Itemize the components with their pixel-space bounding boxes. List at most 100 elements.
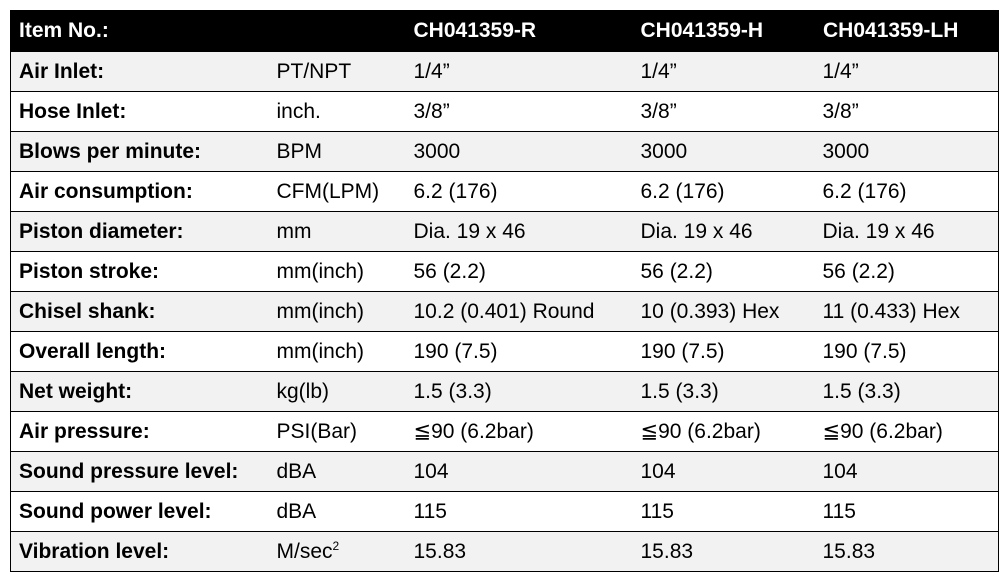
spec-unit-text: PSI(Bar) — [276, 420, 358, 443]
spec-label: Hose Inlet: — [10, 91, 269, 132]
spec-unit: dBA — [268, 451, 406, 492]
spec-value-model-3: 104 — [814, 451, 999, 492]
spec-value-model-3: 15.83 — [814, 531, 999, 572]
spec-value-model-1: 6.2 (176) — [405, 171, 633, 212]
spec-value-model-3: ≦90 (6.2bar) — [814, 411, 999, 452]
spec-label: Air consumption: — [10, 171, 269, 212]
spec-table-body: Air Inlet: PT/NPT 1/4” 1/4” 1/4” Hose Inlet: i… — [10, 51, 999, 572]
model-header-2: CH041359-H — [632, 10, 815, 52]
spec-value-model-3: 115 — [814, 491, 999, 532]
table-row: Net weight: kg(lb) 1.5 (3.3) 1.5 (3.3) 1.5 (… — [10, 371, 999, 412]
table-row: Vibration level: M/sec2 15.83 15.83 15.83 — [10, 531, 999, 572]
table-row: Piston stroke: mm(inch) 56 (2.2) 56 (2.2) 56… — [10, 251, 999, 292]
table-row: Chisel shank: mm(inch) 10.2 (0.401) Round 1… — [10, 291, 999, 332]
table-row: Sound pressure level: dBA 104 104 104 — [10, 451, 999, 492]
spec-unit-text: PT/NPT — [276, 60, 352, 83]
spec-value-model-2: 10 (0.393) Hex — [632, 291, 815, 332]
spec-value-model-3: 11 (0.433) Hex — [814, 291, 999, 332]
spec-value-model-1: 3000 — [405, 131, 633, 172]
spec-unit-text: inch. — [276, 100, 321, 123]
table-row: Air Inlet: PT/NPT 1/4” 1/4” 1/4” — [10, 51, 999, 92]
item-no-header: Item No.: — [10, 10, 269, 52]
spec-unit: kg(lb) — [268, 371, 406, 412]
spec-label: Air pressure: — [10, 411, 269, 452]
spec-label: Sound pressure level: — [10, 451, 269, 492]
table-row: Hose Inlet: inch. 3/8” 3/8” 3/8” — [10, 91, 999, 132]
spec-unit-text: mm(inch) — [276, 340, 365, 363]
spec-value-model-3: 3000 — [814, 131, 999, 172]
spec-value-model-2: 190 (7.5) — [632, 331, 815, 372]
spec-unit: PSI(Bar) — [268, 411, 406, 452]
spec-unit-text: kg(lb) — [276, 380, 330, 403]
spec-value-model-2: 3000 — [632, 131, 815, 172]
header-row: Item No.: CH041359-R CH041359-H CH041359… — [10, 10, 999, 52]
spec-unit: mm(inch) — [268, 291, 406, 332]
spec-value-model-2: 1/4” — [632, 51, 815, 92]
spec-value-model-1: 3/8” — [405, 91, 633, 132]
spec-unit-text: mm — [276, 220, 312, 243]
spec-value-model-3: 3/8” — [814, 91, 999, 132]
model-header-3: CH041359-LH — [814, 10, 999, 52]
spec-label: Chisel shank: — [10, 291, 269, 332]
spec-value-model-2: ≦90 (6.2bar) — [632, 411, 815, 452]
spec-table: Item No.: CH041359-R CH041359-H CH041359… — [10, 10, 999, 572]
spec-unit: BPM — [268, 131, 406, 172]
spec-label: Air Inlet: — [10, 51, 269, 92]
spec-value-model-2: 56 (2.2) — [632, 251, 815, 292]
spec-label: Blows per minute: — [10, 131, 269, 172]
spec-value-model-2: Dia. 19 x 46 — [632, 211, 815, 252]
spec-unit-superscript: 2 — [332, 539, 340, 553]
spec-unit: dBA — [268, 491, 406, 532]
spec-label: Overall length: — [10, 331, 269, 372]
spec-label: Piston stroke: — [10, 251, 269, 292]
spec-unit-text: CFM(LPM) — [276, 180, 380, 203]
spec-unit-text: dBA — [276, 460, 317, 483]
spec-unit: inch. — [268, 91, 406, 132]
spec-value-model-2: 6.2 (176) — [632, 171, 815, 212]
spec-value-model-3: 6.2 (176) — [814, 171, 999, 212]
spec-unit: mm — [268, 211, 406, 252]
spec-value-model-1: 10.2 (0.401) Round — [405, 291, 633, 332]
spec-unit: CFM(LPM) — [268, 171, 406, 212]
spec-unit: M/sec2 — [268, 531, 406, 572]
table-row: Piston diameter: mm Dia. 19 x 46 Dia. 19 x … — [10, 211, 999, 252]
spec-value-model-1: ≦90 (6.2bar) — [405, 411, 633, 452]
spec-unit-text: mm(inch) — [276, 300, 365, 323]
spec-value-model-1: 56 (2.2) — [405, 251, 633, 292]
spec-table-header: Item No.: CH041359-R CH041359-H CH041359… — [10, 10, 999, 52]
spec-value-model-3: 1/4” — [814, 51, 999, 92]
spec-value-model-2: 15.83 — [632, 531, 815, 572]
spec-label: Net weight: — [10, 371, 269, 412]
spec-unit: PT/NPT — [268, 51, 406, 92]
spec-value-model-2: 104 — [632, 451, 815, 492]
spec-value-model-1: 15.83 — [405, 531, 633, 572]
table-row: Air consumption: CFM(LPM) 6.2 (176) 6.2 (17… — [10, 171, 999, 212]
spec-unit: mm(inch) — [268, 251, 406, 292]
spec-value-model-1: 115 — [405, 491, 633, 532]
spec-label: Piston diameter: — [10, 211, 269, 252]
spec-unit-text: BPM — [276, 140, 323, 163]
spec-value-model-1: 190 (7.5) — [405, 331, 633, 372]
spec-value-model-1: 1/4” — [405, 51, 633, 92]
spec-unit-text: dBA — [276, 500, 317, 523]
spec-unit-text: mm(inch) — [276, 260, 365, 283]
spec-value-model-1: 104 — [405, 451, 633, 492]
spec-value-model-3: 190 (7.5) — [814, 331, 999, 372]
unit-header — [268, 10, 406, 52]
spec-value-model-3: 1.5 (3.3) — [814, 371, 999, 412]
table-row: Overall length: mm(inch) 190 (7.5) 190 (7.5… — [10, 331, 999, 372]
spec-value-model-1: Dia. 19 x 46 — [405, 211, 633, 252]
spec-value-model-3: 56 (2.2) — [814, 251, 999, 292]
model-header-1: CH041359-R — [405, 10, 633, 52]
spec-value-model-1: 1.5 (3.3) — [405, 371, 633, 412]
spec-value-model-2: 3/8” — [632, 91, 815, 132]
spec-label: Vibration level: — [10, 531, 269, 572]
table-row: Blows per minute: BPM 3000 3000 3000 — [10, 131, 999, 172]
spec-value-model-2: 1.5 (3.3) — [632, 371, 815, 412]
table-row: Sound power level: dBA 115 115 115 — [10, 491, 999, 532]
spec-value-model-2: 115 — [632, 491, 815, 532]
spec-value-model-3: Dia. 19 x 46 — [814, 211, 999, 252]
spec-unit-text: M/sec — [276, 540, 333, 563]
spec-label: Sound power level: — [10, 491, 269, 532]
spec-unit: mm(inch) — [268, 331, 406, 372]
